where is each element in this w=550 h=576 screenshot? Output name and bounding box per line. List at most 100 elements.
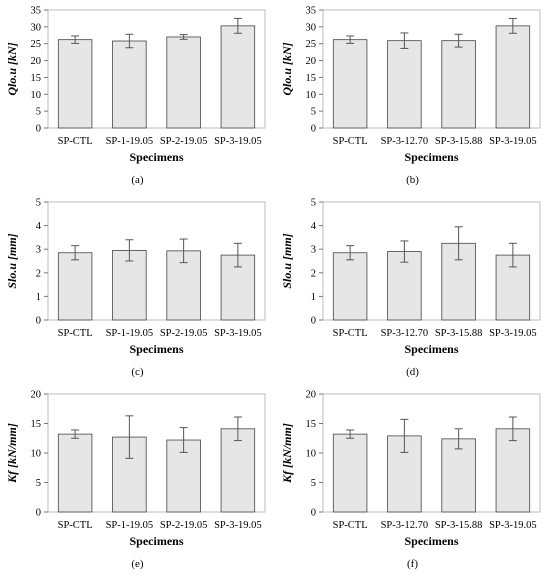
- bar: [495, 25, 531, 129]
- x-axis-label: Specimens: [405, 150, 459, 164]
- x-tick-label: SP-2-19.05: [160, 328, 208, 339]
- y-tick-label: 0: [36, 124, 41, 135]
- chart-panel-c: 0 1 2 3 4 5 SP-CTL SP-1-19.05 SP-2-19.05 SP-3-19.…: [0, 192, 275, 384]
- y-tick-label: 30: [31, 22, 42, 33]
- x-axis-label: Specimens: [130, 534, 184, 548]
- caption-b: (b): [406, 174, 419, 186]
- bar: [332, 252, 368, 321]
- y-axis-label: Qlo.u [kN]: [280, 42, 294, 95]
- y-tick-label: 5: [311, 478, 316, 489]
- x-tick-label: SP-3-15.88: [435, 328, 483, 339]
- y-tick-label: 0: [311, 124, 316, 135]
- chart-svg-a: 0 5 10 15 20 25 30 35 SP-CTL SP-1-19.05 SP-2-19.05…: [5, 6, 266, 164]
- x-tick-label: SP-2-19.05: [160, 520, 208, 531]
- bar: [57, 433, 93, 513]
- chart-panel-b: 0 5 10 15 20 25 30 35 SP-CTL SP-3-12.70 SP-3-15.88…: [275, 0, 550, 192]
- y-tick-label: 20: [306, 56, 317, 67]
- caption-e: (e): [131, 558, 144, 570]
- plot-frame: [47, 9, 266, 129]
- bar: [495, 428, 531, 513]
- y-tick-label: 15: [306, 419, 317, 430]
- x-tick-label: SP-1-19.05: [106, 136, 154, 147]
- y-tick-label: 20: [31, 390, 42, 401]
- x-tick-label: SP-3-19.05: [214, 328, 262, 339]
- y-tick-label: 5: [311, 198, 316, 209]
- y-tick-label: 0: [311, 316, 316, 327]
- y-tick-label: 10: [306, 449, 317, 460]
- y-tick-label: 5: [36, 198, 41, 209]
- chart-panel-a: 0 5 10 15 20 25 30 35 SP-CTL SP-1-19.05 SP-2-19.05…: [0, 0, 275, 192]
- x-tick-label: SP-3-19.05: [489, 328, 537, 339]
- chart-svg-b: 0 5 10 15 20 25 30 35 SP-CTL SP-3-12.70 SP-3-15.88…: [280, 6, 541, 164]
- y-tick-label: 3: [36, 245, 41, 256]
- y-tick-label: 20: [31, 56, 42, 67]
- x-tick-label: SP-3-19.05: [489, 520, 537, 531]
- x-tick-label: SP-3-12.70: [381, 520, 429, 531]
- y-tick-label: 3: [311, 245, 316, 256]
- y-tick-label: 0: [36, 316, 41, 327]
- x-tick-label: SP-3-19.05: [214, 136, 262, 147]
- bar: [220, 25, 256, 129]
- y-axis-label: Slo.u [mm]: [5, 233, 19, 288]
- chart-svg-c: 0 1 2 3 4 5 SP-CTL SP-1-19.05 SP-2-19.05 SP-3-19.…: [5, 198, 266, 356]
- y-axis-label: Kf [kN/mm]: [5, 423, 19, 484]
- chart-panel-f: 0 5 10 15 20 SP-CTL SP-3-12.70 SP-3-15.88 SP-3-1…: [275, 384, 550, 576]
- bar: [220, 428, 256, 513]
- bar: [112, 40, 147, 129]
- y-axis-label: Qlo.u [kN]: [5, 42, 19, 95]
- chart-svg-e: 0 5 10 15 20 SP-CTL SP-1-19.05 SP-2-19.05 SP-3-1…: [5, 390, 266, 548]
- y-tick-label: 1: [36, 292, 41, 303]
- x-tick-label: SP-CTL: [58, 520, 93, 531]
- bar: [441, 438, 476, 513]
- x-axis-label: Specimens: [405, 534, 459, 548]
- y-tick-label: 4: [311, 221, 317, 232]
- y-tick-label: 10: [306, 90, 317, 101]
- y-tick-label: 30: [306, 22, 317, 33]
- y-tick-label: 10: [31, 90, 42, 101]
- x-tick-label: SP-3-19.05: [214, 520, 262, 531]
- y-tick-label: 10: [31, 449, 42, 460]
- y-tick-label: 2: [311, 268, 316, 279]
- x-tick-label: SP-CTL: [333, 136, 368, 147]
- bar: [387, 40, 422, 129]
- bar: [166, 36, 201, 129]
- x-axis-label: Specimens: [405, 342, 459, 356]
- bar: [57, 252, 93, 321]
- caption-a: (a): [131, 174, 144, 186]
- bar: [387, 251, 422, 321]
- bar: [332, 39, 368, 129]
- x-tick-label: SP-CTL: [58, 328, 93, 339]
- x-tick-label: SP-1-19.05: [106, 328, 154, 339]
- y-tick-label: 2: [36, 268, 41, 279]
- y-tick-label: 20: [306, 390, 317, 401]
- caption-c: (c): [131, 366, 144, 378]
- y-tick-label: 0: [311, 508, 316, 519]
- bar: [332, 433, 368, 513]
- y-tick-label: 15: [306, 73, 317, 84]
- x-tick-label: SP-3-12.70: [381, 136, 429, 147]
- chart-panel-d: 0 1 2 3 4 5 SP-CTL SP-3-12.70 SP-3-15.88 SP-3-19.…: [275, 192, 550, 384]
- y-tick-label: 25: [31, 39, 42, 50]
- x-tick-label: SP-3-12.70: [381, 328, 429, 339]
- y-axis-label: Kf [kN/mm]: [280, 423, 294, 484]
- plot-frame: [322, 201, 541, 321]
- x-tick-label: SP-3-19.05: [489, 136, 537, 147]
- y-tick-label: 15: [31, 419, 42, 430]
- y-tick-label: 15: [31, 73, 42, 84]
- x-tick-label: SP-CTL: [333, 520, 368, 531]
- bar: [57, 39, 93, 129]
- x-tick-label: SP-2-19.05: [160, 136, 208, 147]
- y-tick-label: 35: [31, 6, 42, 17]
- caption-f: (f): [407, 558, 418, 570]
- x-axis-label: Specimens: [130, 150, 184, 164]
- y-tick-label: 25: [306, 39, 317, 50]
- x-tick-label: SP-CTL: [58, 136, 93, 147]
- bar: [441, 40, 476, 129]
- y-tick-label: 35: [306, 6, 317, 17]
- x-tick-label: SP-3-15.88: [435, 520, 483, 531]
- chart-svg-f: 0 5 10 15 20 SP-CTL SP-3-12.70 SP-3-15.88 SP-3-1…: [280, 390, 541, 548]
- x-axis-label: Specimens: [130, 342, 184, 356]
- y-tick-label: 4: [36, 221, 42, 232]
- x-tick-label: SP-1-19.05: [106, 520, 154, 531]
- x-tick-label: SP-3-15.88: [435, 136, 483, 147]
